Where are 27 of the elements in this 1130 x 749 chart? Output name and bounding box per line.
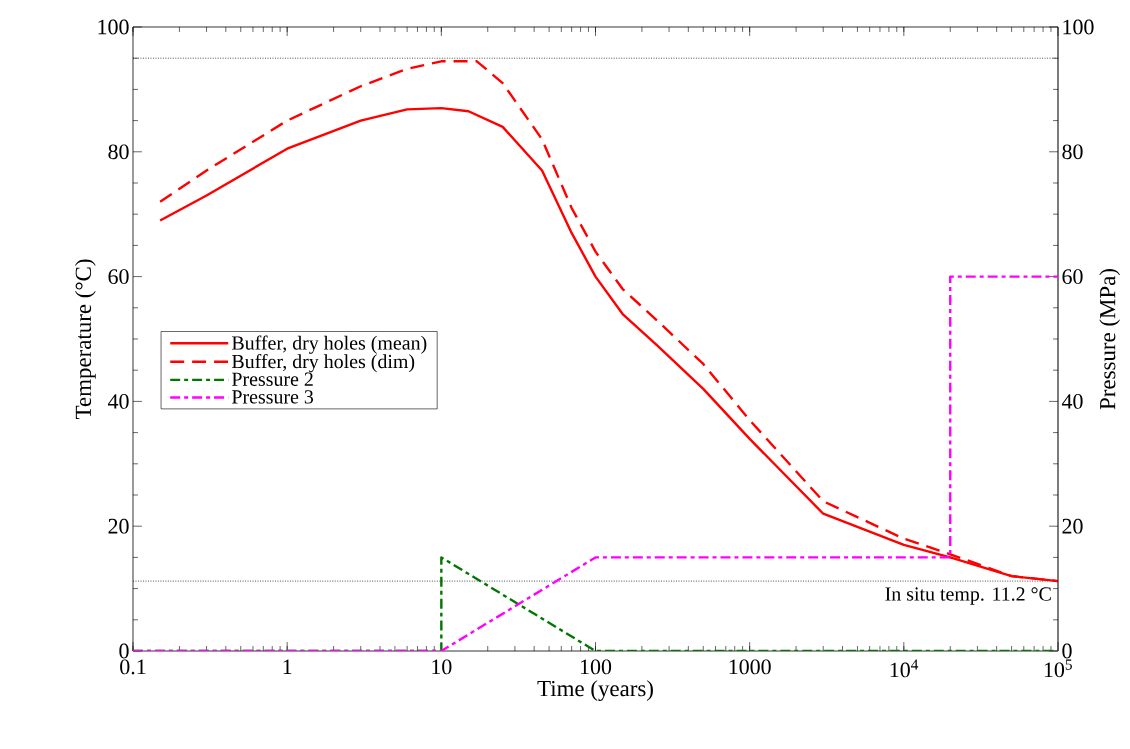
y2-tick-label: 100 bbox=[1063, 19, 1094, 35]
y-tick-label: 60 bbox=[108, 269, 129, 284]
y2-tick-label: 20 bbox=[1062, 518, 1083, 534]
legend-label: Buffer, dry holes (dim) bbox=[231, 354, 415, 373]
x-tick-label: 10$^{5}$ bbox=[1044, 659, 1072, 678]
y-tick-label: 0 bbox=[119, 643, 129, 659]
x-tick-label: 100 bbox=[580, 659, 612, 675]
ref-line-label: In situ temp. 11.2 °C bbox=[885, 587, 1051, 605]
y2-tick-label: 40 bbox=[1061, 394, 1083, 409]
y2-axis-title: Pressure (MPa) bbox=[1099, 269, 1121, 410]
x-tick-label: 1000 bbox=[729, 659, 771, 675]
y-tick-label: 80 bbox=[108, 144, 129, 160]
y-axis-title: Temperature (°C) bbox=[74, 259, 96, 420]
x-tick-label: 1 bbox=[283, 659, 292, 674]
x-tick-label: 10$^{4}$ bbox=[890, 659, 919, 678]
x-axis-title: Time (years) bbox=[537, 680, 653, 702]
y2-tick-label: 60 bbox=[1062, 269, 1083, 284]
x-tick-label: 10 bbox=[432, 659, 452, 675]
y2-tick-label: 0 bbox=[1062, 643, 1072, 659]
legend-label: Pressure 2 bbox=[231, 372, 313, 386]
legend-label: Pressure 3 bbox=[231, 390, 314, 404]
y-tick-label: 40 bbox=[107, 394, 129, 409]
y2-tick-label: 80 bbox=[1062, 144, 1083, 160]
x-tick-label: 0.1 bbox=[120, 659, 146, 675]
y-tick-label: 20 bbox=[108, 518, 129, 534]
y-tick-label: 100 bbox=[98, 19, 129, 35]
legend-label: Buffer, dry holes (mean) bbox=[231, 335, 427, 354]
